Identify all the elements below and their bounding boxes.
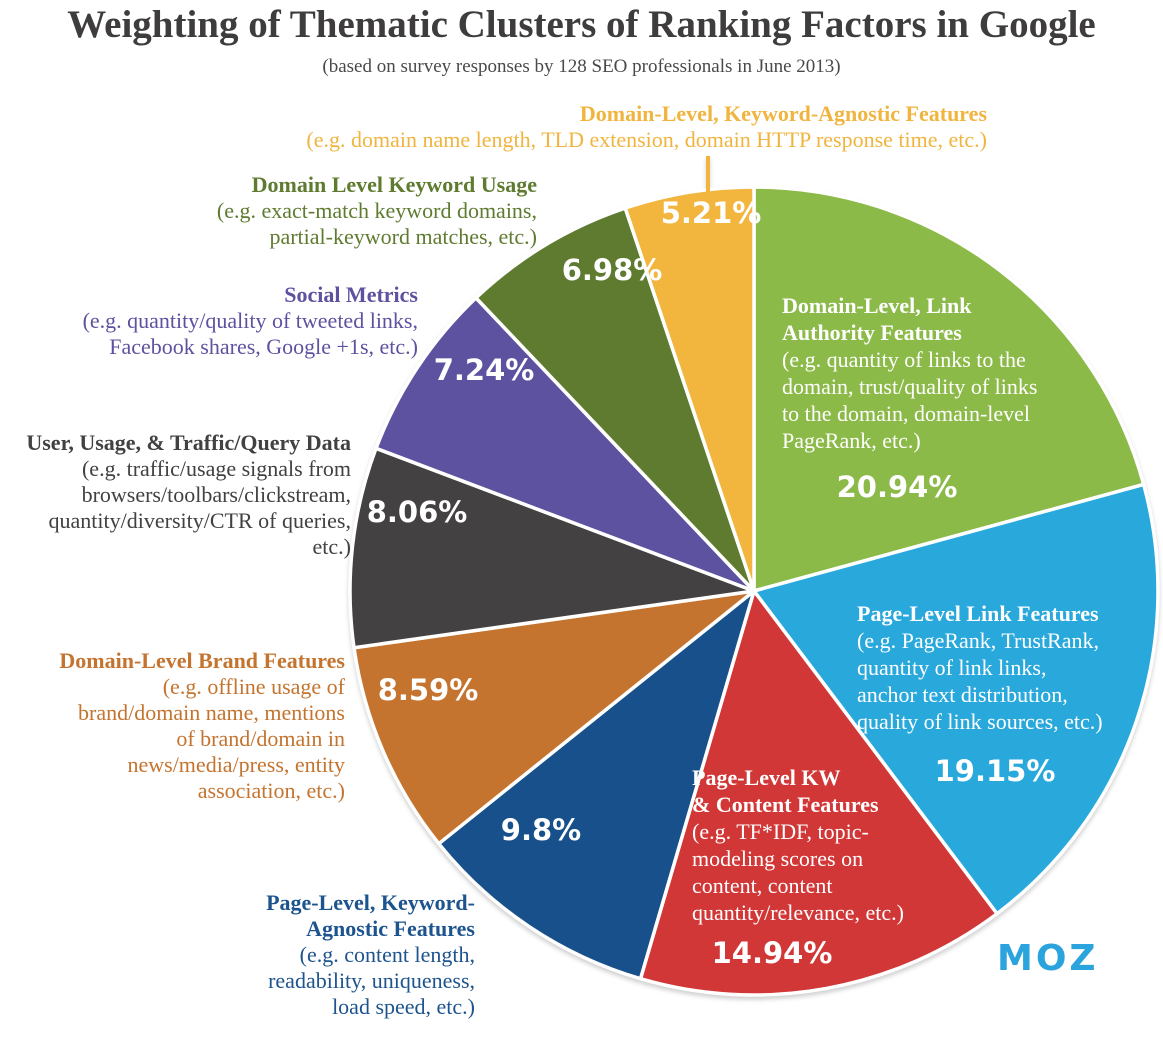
pie-slice-4 (352, 589, 756, 846)
pie-slice-2 (638, 589, 999, 997)
pie-slice-6 (374, 296, 756, 593)
pie-slice-1 (752, 482, 1160, 916)
pie-slice-3 (437, 589, 756, 981)
pie-slice-5 (348, 446, 756, 650)
moz-logo: MOZ (997, 938, 1099, 979)
pie-slice-0 (752, 185, 1146, 593)
pie-slice-7 (474, 206, 756, 593)
page-title: Weighting of Thematic Clusters of Rankin… (67, 3, 1096, 46)
page-subtitle: (based on survey responses by 128 SEO pr… (322, 56, 841, 77)
pie-slice-8 (623, 185, 756, 593)
